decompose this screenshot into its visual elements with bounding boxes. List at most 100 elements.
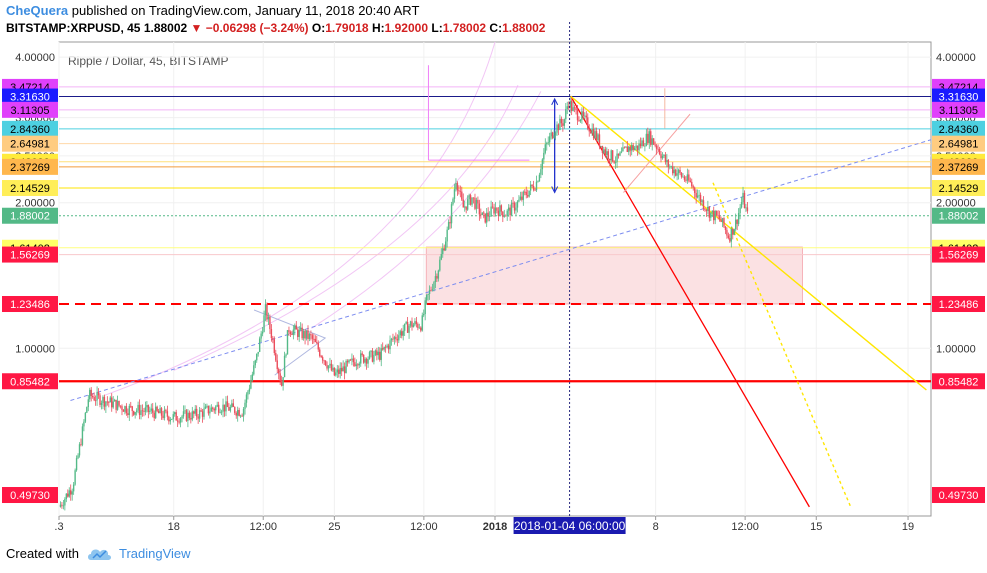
tradingview-link[interactable]: TradingView (118, 546, 191, 561)
candle-body (231, 403, 233, 407)
candle-body (478, 203, 481, 215)
candle-body (358, 363, 360, 366)
candle-body (453, 189, 456, 199)
candle-body (705, 209, 708, 212)
candle-body (67, 493, 69, 497)
candle-body (346, 360, 349, 363)
candle-body (365, 358, 368, 364)
candle-body (285, 354, 287, 356)
candle-body (258, 338, 261, 352)
candle-body (685, 179, 687, 181)
candle-body (234, 407, 236, 413)
candle-body (676, 173, 678, 176)
candle-body (289, 331, 292, 334)
candle-body (616, 153, 618, 163)
candle-body (333, 367, 336, 376)
price-tag-label: 2.14529 (939, 183, 979, 195)
candle-body (682, 176, 684, 178)
candle-body (179, 418, 182, 423)
candle-body (420, 327, 422, 331)
time-axis[interactable]: .3 18 12:00 25 12:00 2018 8 12:00 15 19 (54, 516, 914, 533)
candle-body (351, 358, 353, 361)
candle-body (299, 327, 302, 330)
candle-body (620, 151, 623, 153)
candle-body (384, 346, 387, 348)
candle-body (261, 331, 264, 334)
candle-body (134, 412, 136, 415)
candle-body (238, 409, 240, 416)
price-tag (2, 246, 58, 263)
candle-body (724, 226, 727, 231)
chart-title: Ripple / Dollar, 45, BITSTAMP (68, 54, 229, 68)
high-label: H: (371, 21, 385, 35)
candle-body (130, 405, 132, 407)
candle-body (90, 389, 92, 397)
candle-body (171, 418, 173, 420)
candle-body (689, 180, 691, 182)
candle-body (414, 321, 416, 325)
candle-body (339, 367, 341, 374)
candle-body (204, 406, 207, 409)
candle-body (556, 124, 558, 133)
candle-body (718, 215, 721, 220)
candle-body (566, 106, 568, 110)
price-tag-label: 1.56269 (10, 250, 50, 262)
candle-body (272, 338, 274, 340)
x-tick-label: 25 (328, 521, 340, 533)
candle-body (730, 228, 733, 242)
candle-body (283, 355, 286, 378)
candle-body (475, 199, 478, 209)
high-value: 1.92000 (384, 21, 429, 35)
candle-body (736, 219, 738, 224)
candle-body (396, 339, 399, 341)
candle-body (408, 325, 410, 333)
candle-body (65, 493, 68, 499)
candle-body (658, 148, 661, 155)
candle-body (488, 216, 491, 218)
candle-body (638, 143, 640, 151)
candle-body (529, 184, 532, 191)
candle-body (324, 360, 327, 366)
candle-body (715, 210, 718, 216)
candle-body (393, 336, 396, 340)
candle-body (538, 174, 541, 182)
right-price-axis[interactable]: 4.000003.000002.500002.000001.000003.472… (932, 52, 985, 504)
candle-body (711, 210, 713, 213)
candle-body (570, 100, 573, 111)
candle-body (701, 200, 703, 203)
open-label: O: (311, 21, 326, 35)
candle-body (181, 416, 183, 419)
candle-body (474, 197, 476, 209)
y-tick-label: 1.00000 (15, 343, 55, 355)
candle-body (83, 421, 85, 427)
candle-body (247, 391, 249, 395)
candle-body (380, 348, 382, 360)
candle-body (670, 166, 672, 168)
crosshair: 2018-01-04 06:00:00 (513, 22, 626, 534)
left-price-axis[interactable]: 4.000003.000002.500002.000001.000003.472… (2, 52, 58, 504)
candle-body (354, 362, 356, 366)
candle-body (666, 160, 668, 163)
candle-body (190, 418, 192, 420)
candle-body (613, 161, 615, 163)
author-link[interactable]: CheQuera (6, 3, 69, 18)
candle-body (310, 333, 312, 336)
candle-body (159, 408, 161, 414)
ohlc-line: BITSTAMP:XRPUSD, 45 1.88002 ▼ −0.06298 (… (6, 21, 545, 35)
candle-body (62, 505, 65, 507)
close-label: C: (489, 21, 503, 35)
candle-body (619, 152, 621, 156)
candle-body (739, 207, 741, 214)
candle-body (674, 169, 677, 176)
candle-body (471, 197, 473, 205)
candle-body (250, 380, 252, 389)
candle-body (535, 181, 538, 191)
candle-body (592, 128, 595, 139)
candle-body (93, 397, 95, 401)
candle-body (294, 325, 296, 330)
candle-body (168, 416, 170, 422)
candle-body (544, 144, 546, 153)
candle-body (625, 146, 627, 148)
candle-body (165, 409, 167, 412)
